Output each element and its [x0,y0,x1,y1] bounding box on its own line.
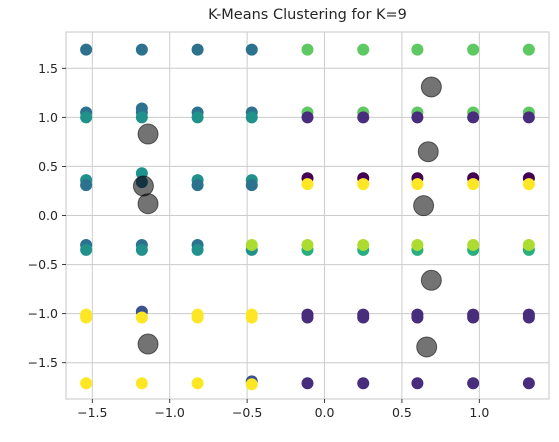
data-point [411,311,424,324]
data-point [245,238,258,251]
x-tick-label: −1.5 [77,405,107,420]
x-tick-label: −0.5 [232,405,262,420]
centroid-marker [413,195,435,217]
centroid-marker [137,123,159,145]
y-tick-label: 0.5 [38,159,58,174]
data-point [135,111,148,124]
data-point [135,43,148,56]
x-tick-label: 0.5 [392,405,412,420]
data-point [522,43,535,56]
data-point [411,238,424,251]
data-point [191,377,204,390]
data-point [245,111,258,124]
data-point [245,43,258,56]
x-axis-ticks: −1.5 −1.0 −0.5 0.0 0.5 1.0 [77,399,489,420]
data-point [301,377,314,390]
y-tick-label: −1.0 [28,306,58,321]
data-point [357,238,370,251]
data-point [191,311,204,324]
data-point [80,111,93,124]
data-point [467,311,480,324]
data-point [357,311,370,324]
data-point [245,378,258,391]
data-point [245,311,258,324]
data-point [80,377,93,390]
x-tick-label: 0.0 [315,405,335,420]
data-point [522,111,535,124]
data-point [191,243,204,256]
data-point [301,178,314,191]
y-tick-label: −1.5 [28,355,58,370]
data-point [301,311,314,324]
centroid-marker [420,76,442,98]
data-points [80,43,535,391]
data-point [135,311,148,324]
data-point [357,43,370,56]
data-point [467,377,480,390]
centroid-marker [137,333,159,355]
data-point [522,311,535,324]
data-point [467,178,480,191]
data-point [522,178,535,191]
y-tick-label: 1.5 [38,61,58,76]
data-point [467,238,480,251]
centroids [132,76,442,358]
x-tick-label: 1.0 [469,405,489,420]
y-tick-label: −0.5 [28,257,58,272]
centroid-marker [417,141,439,163]
data-point [80,43,93,56]
data-point [467,111,480,124]
x-tick-label: −1.0 [155,405,185,420]
data-point [80,243,93,256]
data-point [191,111,204,124]
data-point [191,43,204,56]
centroid-marker [137,193,159,215]
data-point [135,243,148,256]
data-point [301,111,314,124]
data-point [411,178,424,191]
data-point [411,43,424,56]
chart-title: K-Means Clustering for K=9 [208,7,407,23]
y-tick-label: 1.0 [38,110,58,125]
data-point [522,238,535,251]
y-tick-label: 0.0 [38,208,58,223]
data-point [80,311,93,324]
data-point [191,179,204,192]
data-point [357,178,370,191]
data-point [357,111,370,124]
y-axis-ticks: −1.5 −1.0 −0.5 0.0 0.5 1.0 1.5 [28,61,66,370]
data-point [522,377,535,390]
data-point [411,377,424,390]
data-point [245,179,258,192]
data-point [301,238,314,251]
data-point [411,111,424,124]
data-point [467,43,480,56]
data-point [80,179,93,192]
centroid-marker [420,269,442,291]
centroid-marker [132,175,154,197]
data-point [357,377,370,390]
data-point [135,377,148,390]
data-point [301,43,314,56]
centroid-marker [416,336,438,358]
